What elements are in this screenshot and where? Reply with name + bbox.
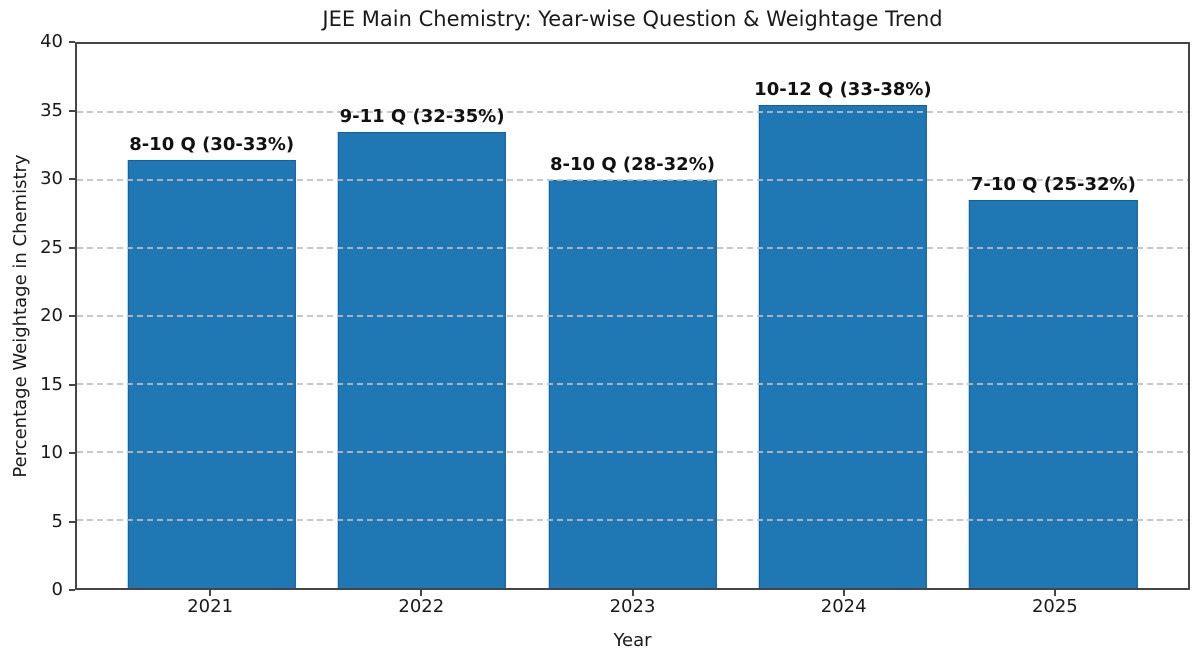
- bar-label-2022: 9-11 Q (32-35%): [339, 106, 505, 128]
- x-axis-label: Year: [613, 630, 652, 651]
- bar-2023: [548, 180, 717, 588]
- gridline-y-35: [77, 111, 1188, 113]
- x-tick-mark-2024: [842, 590, 845, 596]
- bar-label-2024: 10-12 Q (33-38%): [754, 79, 932, 101]
- y-tick-label-5: 5: [51, 510, 63, 532]
- y-tick-mark-35: [69, 109, 75, 112]
- y-tick-mark-0: [69, 589, 75, 591]
- bar-2024: [758, 105, 928, 588]
- y-tick-mark-30: [69, 178, 75, 180]
- x-tick-mark-2025: [1053, 590, 1056, 596]
- chart-title: JEE Main Chemistry: Year-wise Question &…: [322, 7, 943, 31]
- bar-2025: [969, 200, 1138, 588]
- bar-2022: [337, 132, 507, 588]
- y-tick-label-25: 25: [40, 236, 63, 258]
- y-tick-label-35: 35: [40, 99, 63, 121]
- y-tick-label-40: 40: [40, 31, 63, 52]
- x-tick-label-2022: 2022: [398, 596, 445, 617]
- x-tick-label-2025: 2025: [1031, 596, 1078, 617]
- y-tick-label-30: 30: [40, 168, 63, 189]
- y-tick-label-20: 20: [40, 305, 63, 326]
- bar-2021: [127, 159, 296, 588]
- x-tick-label-2021: 2021: [187, 596, 234, 617]
- y-tick-label-10: 10: [40, 442, 63, 463]
- y-tick-label-15: 15: [40, 373, 63, 395]
- x-tick-label-2024: 2024: [820, 596, 867, 617]
- y-tick-mark-25: [69, 246, 75, 249]
- bar-label-2023: 8-10 Q (28-32%): [550, 154, 715, 175]
- x-tick-label-2023: 2023: [609, 596, 656, 617]
- x-tick-mark-2022: [420, 590, 423, 596]
- plot-area: 8-10 Q (30-33%) 9-11 Q (32-35%) 8-10 Q (28…: [75, 42, 1190, 590]
- bar-label-2025: 7-10 Q (25-32%): [970, 174, 1136, 196]
- bar-label-2021: 8-10 Q (30-33%): [129, 133, 295, 155]
- y-tick-label-0: 0: [51, 579, 63, 600]
- x-tick-mark-2023: [631, 590, 634, 596]
- y-tick-mark-40: [69, 41, 75, 43]
- y-tick-mark-5: [69, 520, 75, 523]
- x-tick-mark-2021: [209, 590, 212, 596]
- y-tick-mark-20: [69, 315, 75, 317]
- y-tick-mark-15: [69, 383, 75, 386]
- y-tick-mark-10: [69, 452, 75, 454]
